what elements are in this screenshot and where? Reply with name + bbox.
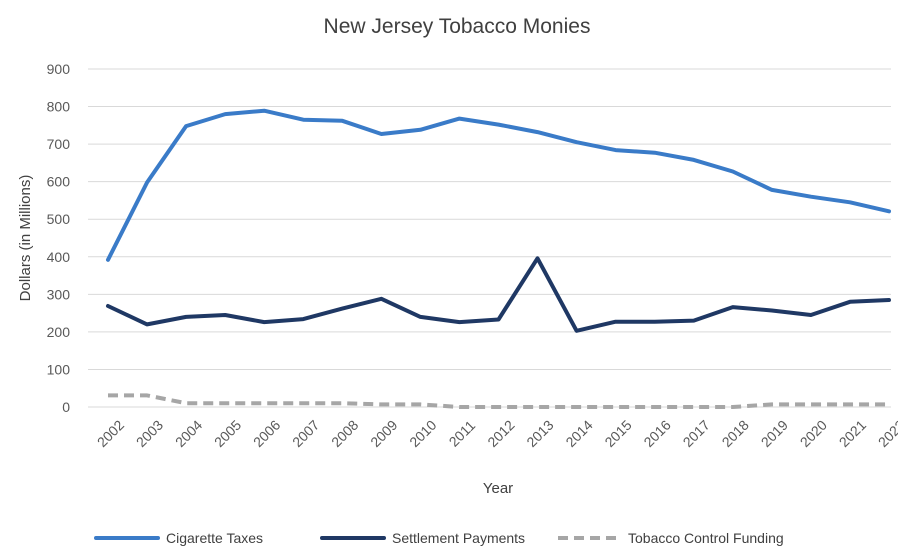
x-tick-label: 2002 bbox=[94, 417, 127, 450]
legend: Cigarette Taxes Settlement Payments Tobacc… bbox=[94, 530, 784, 546]
y-tick-label: 0 bbox=[62, 399, 70, 415]
y-tick-label: 800 bbox=[47, 99, 71, 115]
x-tick-label: 2014 bbox=[562, 417, 595, 450]
x-tick-label: 2006 bbox=[250, 417, 283, 450]
x-tick-label: 2013 bbox=[523, 417, 556, 450]
y-tick-label: 200 bbox=[47, 324, 71, 340]
series-line bbox=[106, 108, 891, 262]
x-tick-label: 2011 bbox=[446, 417, 479, 450]
legend-label: Cigarette Taxes bbox=[166, 530, 263, 546]
x-tick-label: 2017 bbox=[680, 417, 713, 450]
x-axis-title: Year bbox=[483, 480, 513, 497]
x-tick-label: 2021 bbox=[836, 417, 869, 450]
series-0 bbox=[106, 108, 891, 262]
x-tick-label: 2020 bbox=[797, 417, 830, 450]
x-tick-label: 2012 bbox=[484, 417, 517, 450]
y-tick-label: 600 bbox=[47, 174, 71, 190]
legend-item: Cigarette Taxes bbox=[94, 530, 263, 546]
chart-title: New Jersey Tobacco Monies bbox=[324, 15, 591, 38]
series-1 bbox=[106, 256, 891, 333]
x-tick-label: 2005 bbox=[211, 417, 244, 450]
x-tick-label: 2018 bbox=[719, 417, 752, 450]
x-tick-label: 2007 bbox=[289, 417, 322, 450]
legend-item: Tobacco Control Funding bbox=[558, 530, 784, 546]
y-tick-label: 400 bbox=[47, 249, 71, 265]
x-axis-ticks: 2002 2003 2004 2005 2006 2007 2008 2009 2010 2011… bbox=[94, 417, 898, 450]
x-tick-label: 2016 bbox=[640, 417, 673, 450]
y-tick-label: 700 bbox=[47, 136, 71, 152]
x-tick-label: 2022 bbox=[875, 417, 898, 450]
x-tick-label: 2008 bbox=[328, 417, 361, 450]
series-2 bbox=[108, 393, 889, 409]
series-lines bbox=[106, 108, 891, 409]
x-tick-label: 2004 bbox=[172, 417, 205, 450]
x-tick-label: 2010 bbox=[406, 417, 439, 450]
gridlines bbox=[88, 68, 891, 408]
y-tick-label: 300 bbox=[47, 286, 71, 302]
legend-label: Tobacco Control Funding bbox=[628, 530, 784, 546]
y-tick-label: 900 bbox=[47, 61, 71, 77]
x-tick-label: 2009 bbox=[367, 417, 400, 450]
series-line bbox=[108, 393, 889, 409]
x-tick-label: 2003 bbox=[133, 417, 166, 450]
y-tick-label: 500 bbox=[47, 211, 71, 227]
y-axis-ticks: 0 100 200 300 400 500 600 700 800 900 bbox=[47, 61, 71, 415]
x-tick-label: 2019 bbox=[758, 417, 791, 450]
series-line bbox=[106, 256, 891, 333]
y-tick-label: 100 bbox=[47, 361, 71, 377]
x-tick-label: 2015 bbox=[601, 417, 634, 450]
y-axis-title: Dollars (in Millions) bbox=[17, 175, 34, 302]
legend-label: Settlement Payments bbox=[392, 530, 525, 546]
legend-item: Settlement Payments bbox=[320, 530, 525, 546]
